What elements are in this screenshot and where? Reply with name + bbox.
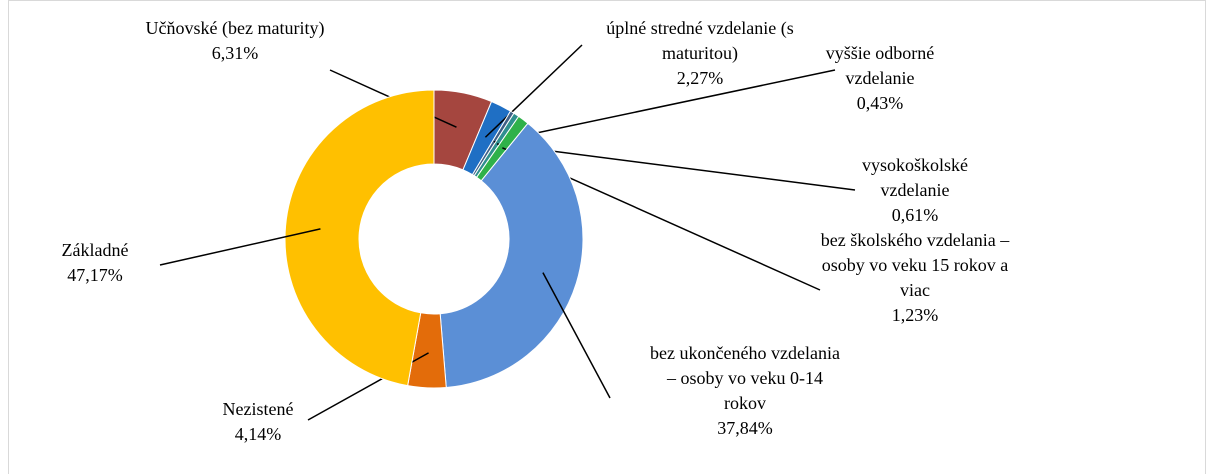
category-label: bez ukončeného vzdelania – osoby vo veku… xyxy=(650,343,840,413)
donut-slice xyxy=(284,89,435,387)
leader-line xyxy=(493,69,836,143)
value-label: 37,84% xyxy=(717,418,773,438)
leader-line xyxy=(484,44,583,138)
data-label: vysokoškolské vzdelanie 0,61% xyxy=(830,153,1000,228)
category-label: Nezistené xyxy=(222,399,294,419)
data-label: vyššie odborné vzdelanie 0,43% xyxy=(795,41,965,116)
data-label: Základné 47,17% xyxy=(35,238,155,288)
category-label: vyššie odborné vzdelanie xyxy=(825,43,935,88)
data-label: Nezistené 4,14% xyxy=(198,397,318,447)
leader-line xyxy=(496,143,856,191)
category-label: bez školského vzdelania – osoby vo veku … xyxy=(820,230,1010,300)
value-label: 1,23% xyxy=(891,305,939,325)
data-label: bez školského vzdelania – osoby vo veku … xyxy=(815,228,1015,328)
category-label: úplné stredné vzdelanie (s maturitou) xyxy=(606,18,794,63)
value-label: 2,27% xyxy=(676,68,724,88)
category-label: Základné xyxy=(61,240,129,260)
leader-line xyxy=(159,228,321,266)
data-label: úplné stredné vzdelanie (s maturitou) 2,2… xyxy=(580,16,820,91)
value-label: 4,14% xyxy=(234,424,282,444)
value-label: 6,31% xyxy=(211,43,259,63)
data-label: bez ukončeného vzdelania – osoby vo veku… xyxy=(645,341,845,441)
value-label: 0,61% xyxy=(891,205,939,225)
chart-border xyxy=(8,0,1206,474)
donut-slice xyxy=(439,122,584,389)
leader-line xyxy=(542,272,611,399)
value-label: 47,17% xyxy=(67,265,123,285)
value-label: 0,43% xyxy=(856,93,904,113)
category-label: Učňovské (bez maturity) xyxy=(145,18,325,38)
category-label: vysokoškolské vzdelanie xyxy=(861,155,968,200)
data-label: Učňovské (bez maturity) 6,31% xyxy=(145,16,325,66)
